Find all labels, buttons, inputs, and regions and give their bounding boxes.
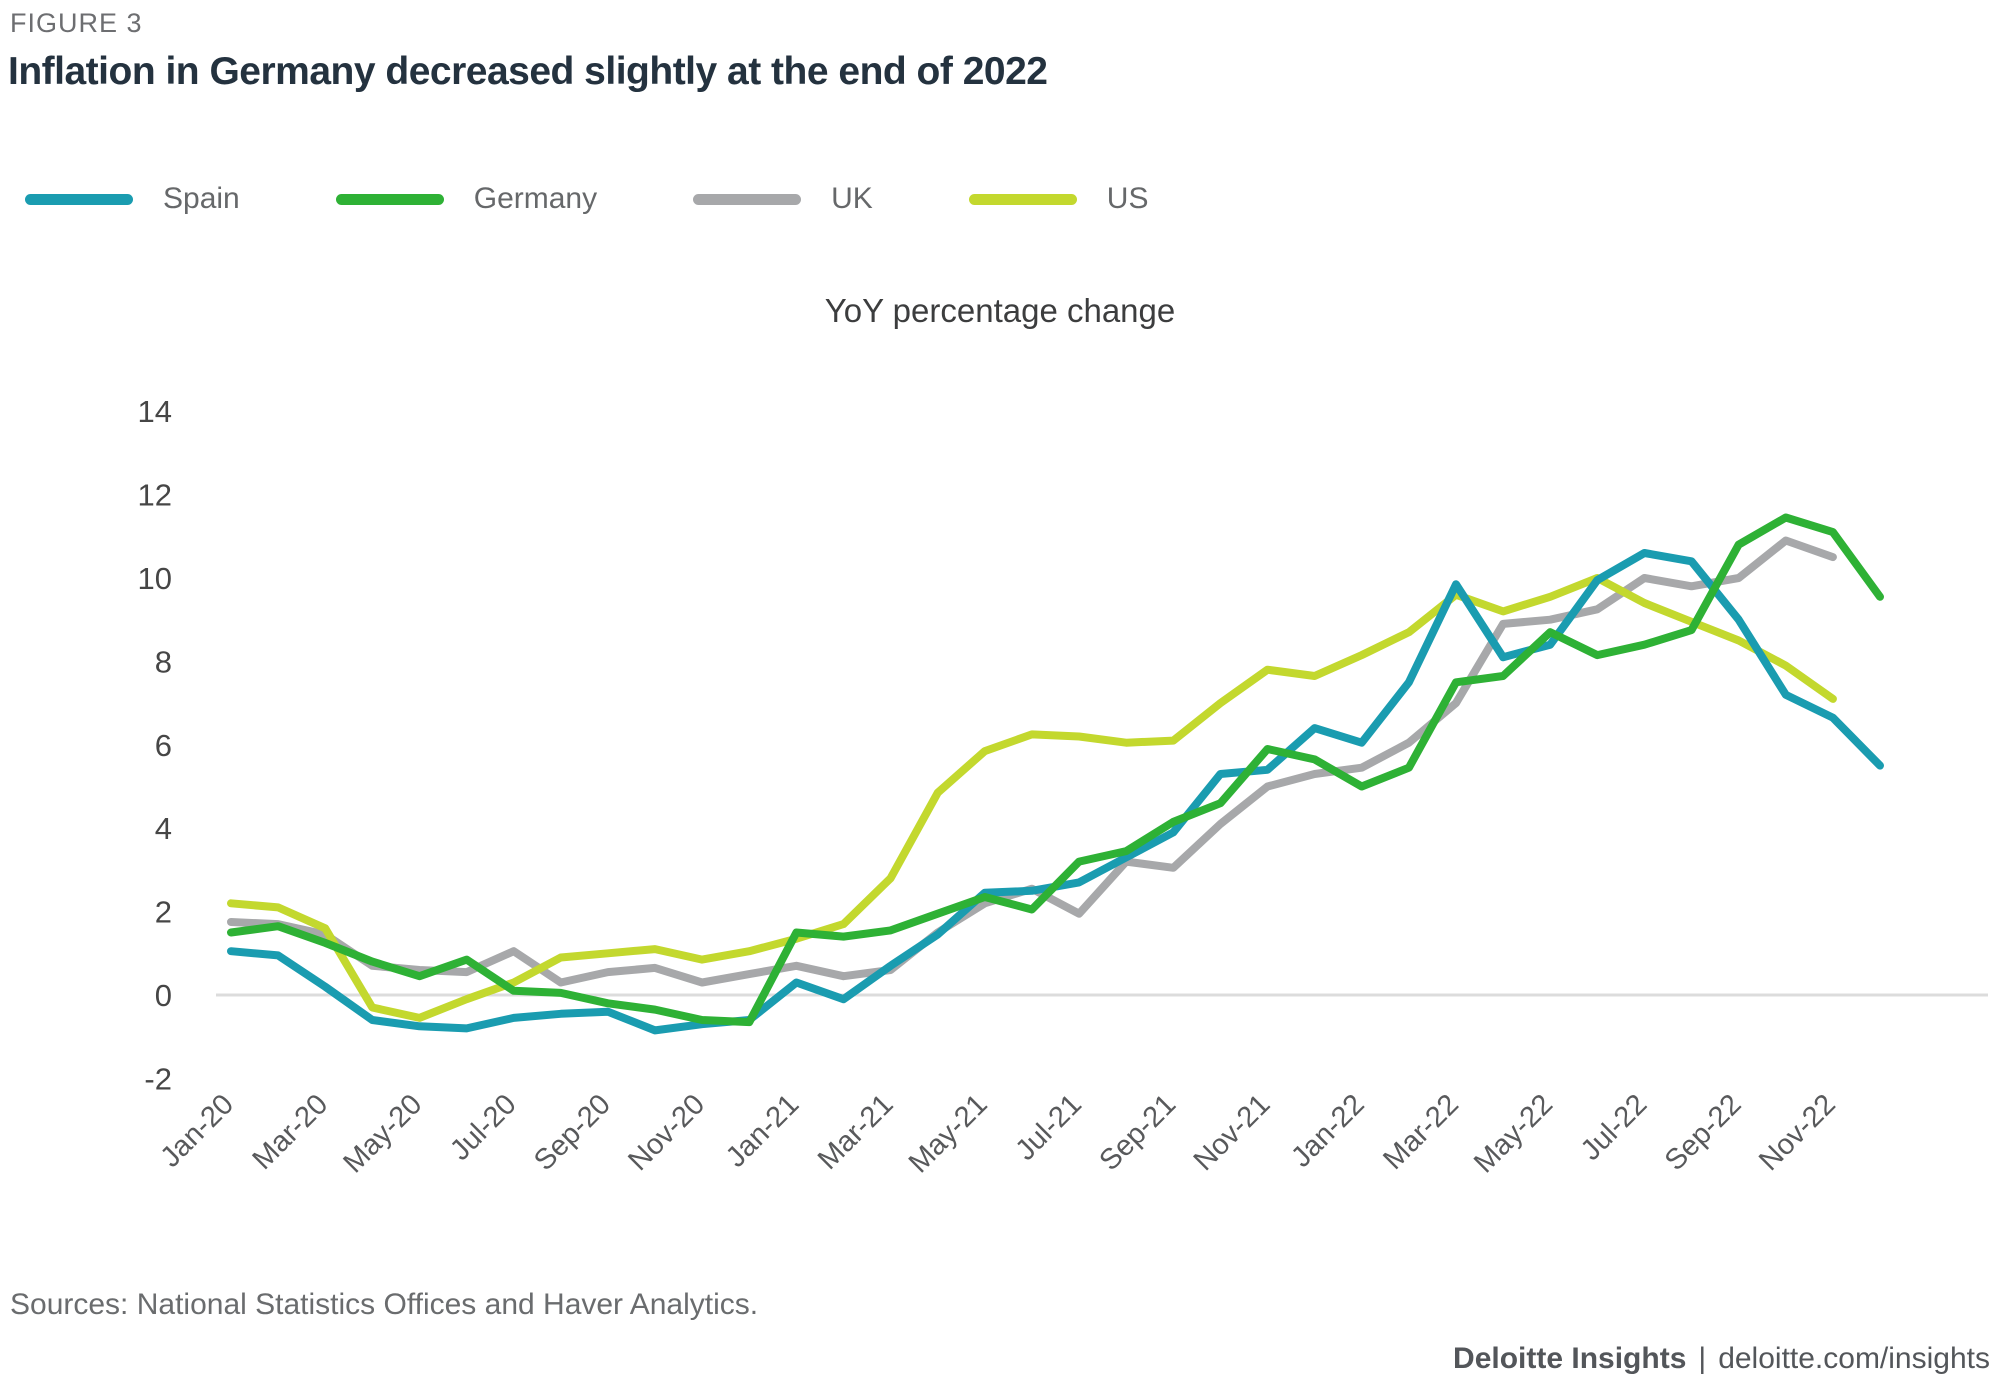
legend-label-spain: Spain <box>163 182 240 215</box>
y-axis-tick-label: 2 <box>155 895 172 930</box>
x-axis-tick-label: Jan-21 <box>720 1088 805 1173</box>
y-axis-tick-label: 0 <box>155 978 172 1013</box>
x-axis-tick-label: Jul-21 <box>1010 1088 1088 1166</box>
x-axis-tick-label: Nov-20 <box>622 1088 711 1177</box>
y-axis-tick-label: 14 <box>138 394 172 429</box>
y-axis-tick-label: -2 <box>144 1061 172 1096</box>
x-axis-tick-label: Sep-21 <box>1093 1088 1182 1177</box>
legend-label-germany: Germany <box>473 182 598 215</box>
series-line-uk <box>227 536 1837 987</box>
x-axis-tick-label: Mar-22 <box>1377 1088 1465 1176</box>
brand-separator: | <box>1698 1342 1707 1375</box>
x-axis-tick-label: Sep-22 <box>1659 1088 1748 1177</box>
legend-swatch-us <box>968 193 1077 205</box>
x-axis-tick-label: May-21 <box>903 1088 994 1179</box>
series-line-germany <box>227 513 1884 1027</box>
figure-label: FIGURE 3 <box>10 8 143 38</box>
x-axis-tick-label: Jan-20 <box>155 1088 240 1173</box>
y-axis-tick-label: 4 <box>155 811 172 846</box>
series-line-spain <box>227 549 1884 1035</box>
legend-item-us: US <box>968 182 1149 216</box>
legend-swatch-spain <box>25 193 133 205</box>
series-line-us <box>227 574 1837 1022</box>
x-axis-tick-label: Jul-22 <box>1575 1088 1653 1166</box>
x-axis-tick-label: Jul-20 <box>444 1088 522 1166</box>
x-axis-tick-label: Jan-22 <box>1285 1088 1370 1173</box>
x-axis-tick-label: Mar-20 <box>247 1088 335 1176</box>
x-axis-tick-label: May-22 <box>1468 1088 1559 1179</box>
legend-label-us: US <box>1106 182 1149 215</box>
brand-name: Deloitte Insights <box>1453 1342 1687 1375</box>
y-axis-tick-label: 12 <box>138 478 172 513</box>
x-axis-tick-label: Sep-20 <box>528 1088 617 1177</box>
y-axis-tick-label: 10 <box>138 561 172 596</box>
brand-footer: Deloitte Insights | deloitte.com/insights <box>1453 1342 1990 1376</box>
legend-swatch-uk <box>693 193 802 205</box>
page-title: Inflation in Germany decreased slightly … <box>8 50 1048 93</box>
chart-legend: Spain Germany UK US <box>25 182 1148 216</box>
x-axis-tick-label: Mar-21 <box>812 1088 900 1176</box>
x-axis-tick-label: Nov-21 <box>1188 1088 1277 1177</box>
legend-label-uk: UK <box>831 182 873 215</box>
legend-item-germany: Germany <box>335 182 598 216</box>
brand-link: deloitte.com/insights <box>1718 1342 1990 1375</box>
y-axis-tick-label: 8 <box>155 644 172 679</box>
legend-item-spain: Spain <box>25 182 240 216</box>
y-axis-tick-label: 6 <box>155 728 172 763</box>
sources-note: Sources: National Statistics Offices and… <box>10 1288 759 1321</box>
x-axis-tick-label: May-20 <box>337 1088 428 1179</box>
x-axis-tick-label: Nov-22 <box>1753 1088 1842 1177</box>
chart-subtitle: YoY percentage change <box>824 292 1176 329</box>
legend-item-uk: UK <box>693 182 873 216</box>
legend-swatch-germany <box>335 193 444 205</box>
